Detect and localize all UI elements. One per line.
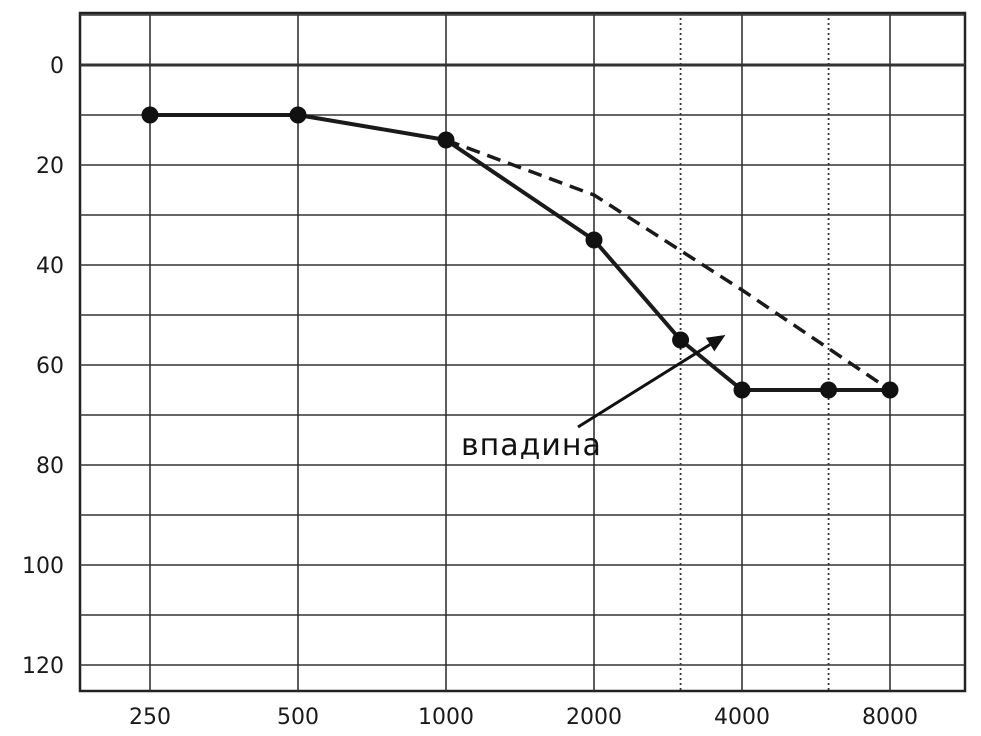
annotation-label: впадина <box>461 428 602 463</box>
solid-series-line <box>150 113 890 392</box>
annotation-arrowhead <box>705 335 726 352</box>
y-tick-label: 120 <box>22 654 64 679</box>
y-tick-label: 100 <box>22 554 64 579</box>
y-tick-label: 20 <box>36 154 64 179</box>
data-point <box>289 106 307 124</box>
data-point <box>141 106 159 124</box>
x-tick-label: 2000 <box>566 705 622 730</box>
y-tick-label: 0 <box>50 54 64 79</box>
data-point <box>585 231 603 249</box>
y-tick-label: 60 <box>36 354 64 379</box>
x-axis-ticks: 250 500 1000 2000 4000 8000 <box>129 705 918 730</box>
grid <box>80 13 965 691</box>
annotation-arrow <box>577 343 711 429</box>
data-point <box>733 381 751 399</box>
x-tick-label: 500 <box>277 705 319 730</box>
series-layer <box>150 113 891 392</box>
data-point <box>881 381 899 399</box>
data-point <box>437 131 455 149</box>
y-axis-ticks: 0 20 40 60 80 100 120 <box>22 54 64 679</box>
x-tick-label: 8000 <box>862 705 918 730</box>
marker-layer <box>141 106 899 399</box>
annotation: впадина <box>461 335 726 463</box>
dashed-series-line <box>445 138 891 392</box>
data-point <box>672 331 690 349</box>
x-tick-label: 1000 <box>418 705 474 730</box>
plot-frame <box>78 11 967 693</box>
y-tick-label: 80 <box>36 454 64 479</box>
data-point <box>820 381 838 399</box>
x-tick-label: 4000 <box>714 705 770 730</box>
x-tick-label: 250 <box>129 705 171 730</box>
y-tick-label: 40 <box>36 254 64 279</box>
